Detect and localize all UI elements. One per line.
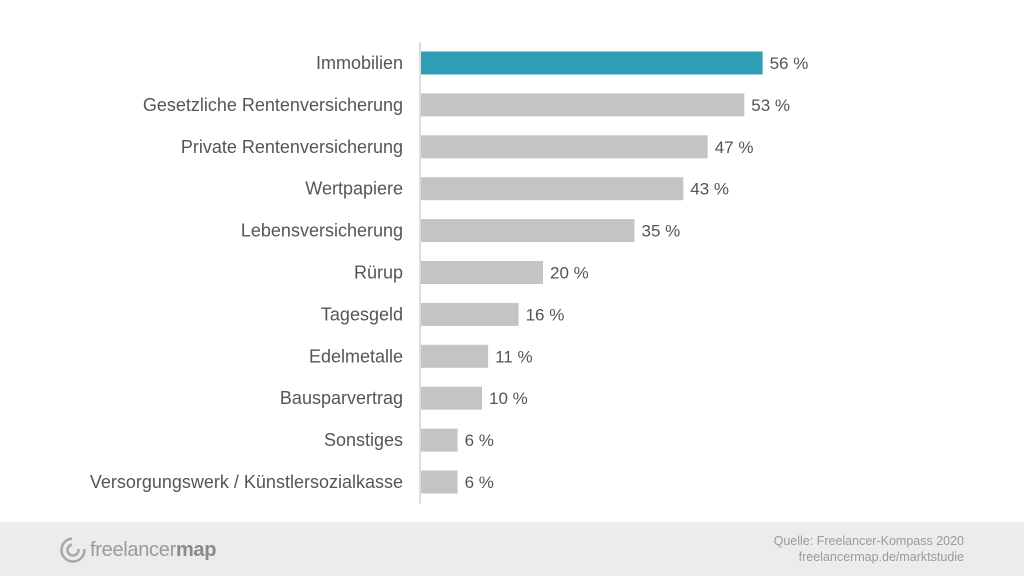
value-label: 16 % bbox=[526, 305, 565, 324]
source-line: Quelle: Freelancer-Kompass 2020 bbox=[773, 534, 964, 548]
bar bbox=[421, 93, 745, 117]
bar bbox=[421, 135, 708, 159]
value-label: 53 % bbox=[751, 96, 790, 115]
value-label: 20 % bbox=[550, 264, 589, 283]
source-note: Quelle: Freelancer-Kompass 2020 freelanc… bbox=[774, 533, 964, 565]
category-label: Gesetzliche Rentenversicherung bbox=[143, 95, 403, 115]
bar bbox=[421, 51, 763, 75]
value-label: 43 % bbox=[690, 180, 729, 199]
category-label: Tagesgeld bbox=[321, 304, 403, 324]
category-label: Private Rentenversicherung bbox=[181, 137, 403, 157]
value-label: 47 % bbox=[715, 138, 754, 157]
category-label: Bausparvertrag bbox=[280, 388, 403, 408]
category-label: Sonstiges bbox=[324, 430, 403, 450]
bar bbox=[421, 470, 458, 494]
value-label: 56 % bbox=[770, 54, 809, 73]
footer: freelancermap Quelle: Freelancer-Kompass… bbox=[0, 522, 1024, 576]
freelancermap-logo-icon bbox=[60, 537, 86, 563]
bar bbox=[421, 219, 635, 243]
value-label: 10 % bbox=[489, 389, 528, 408]
category-label: Edelmetalle bbox=[309, 346, 403, 366]
bar bbox=[421, 428, 458, 452]
freelancermap-logo: freelancermap bbox=[60, 536, 216, 564]
category-label: Lebensversicherung bbox=[241, 221, 403, 241]
category-label: Wertpapiere bbox=[305, 179, 403, 199]
bar bbox=[421, 386, 482, 410]
bar bbox=[421, 344, 489, 368]
bar bbox=[421, 177, 684, 201]
bar bbox=[421, 261, 543, 284]
bar-chart: Immobilien 56 % Gesetzliche Rentenversiche… bbox=[90, 42, 809, 504]
logo-wordmark: freelancermap bbox=[90, 538, 217, 561]
source-url: freelancermap.de/marktstudie bbox=[798, 550, 964, 564]
category-label: Rürup bbox=[354, 263, 403, 283]
category-label: Versorgungswerk / Künstlersozialkasse bbox=[90, 472, 403, 492]
value-label: 35 % bbox=[642, 222, 681, 241]
value-label: 6 % bbox=[465, 431, 494, 450]
value-label: 6 % bbox=[465, 473, 494, 492]
value-label: 11 % bbox=[495, 347, 532, 366]
bar bbox=[421, 302, 519, 326]
category-label: Immobilien bbox=[316, 53, 403, 73]
